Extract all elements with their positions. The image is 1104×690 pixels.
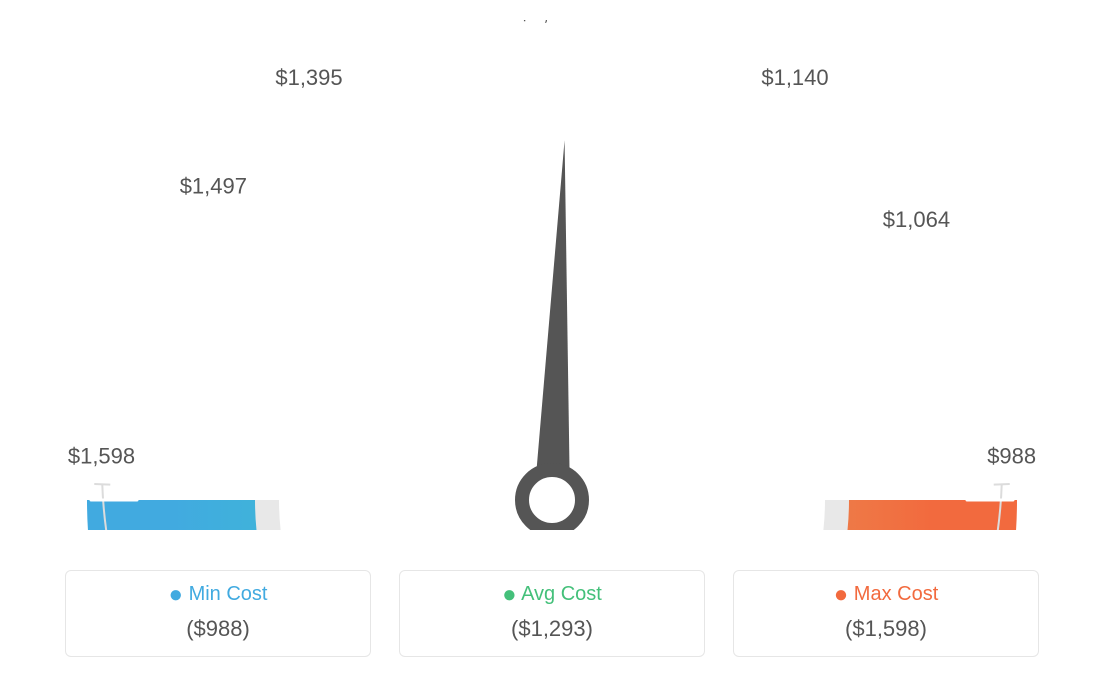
- stats-row: ● Min Cost ($988) ● Avg Cost ($1,293) ● …: [30, 570, 1074, 657]
- min-label: Min Cost: [189, 583, 268, 605]
- max-cost-card: ● Max Cost ($1,598): [733, 570, 1039, 657]
- svg-text:$1,064: $1,064: [883, 207, 950, 232]
- cost-gauge: $988 $1,064 $1,140 $1,293 $1,395 $1,497 $1,598: [30, 20, 1074, 530]
- min-value: ($988): [66, 616, 370, 642]
- avg-dot-icon: ●: [502, 581, 517, 608]
- min-cost-card: ● Min Cost ($988): [65, 570, 371, 657]
- avg-cost-card: ● Avg Cost ($1,293): [399, 570, 705, 657]
- max-label: Max Cost: [854, 583, 938, 605]
- max-value: ($1,598): [734, 616, 1038, 642]
- svg-text:$1,395: $1,395: [275, 65, 342, 90]
- max-dot-icon: ●: [834, 581, 849, 608]
- min-dot-icon: ●: [169, 581, 184, 608]
- svg-text:$1,140: $1,140: [761, 65, 828, 90]
- svg-text:$1,497: $1,497: [180, 174, 247, 199]
- avg-label: Avg Cost: [521, 583, 602, 605]
- svg-text:$988: $988: [987, 444, 1036, 469]
- avg-value: ($1,293): [400, 616, 704, 642]
- svg-text:$1,293: $1,293: [518, 20, 585, 25]
- svg-text:$1,598: $1,598: [68, 444, 135, 469]
